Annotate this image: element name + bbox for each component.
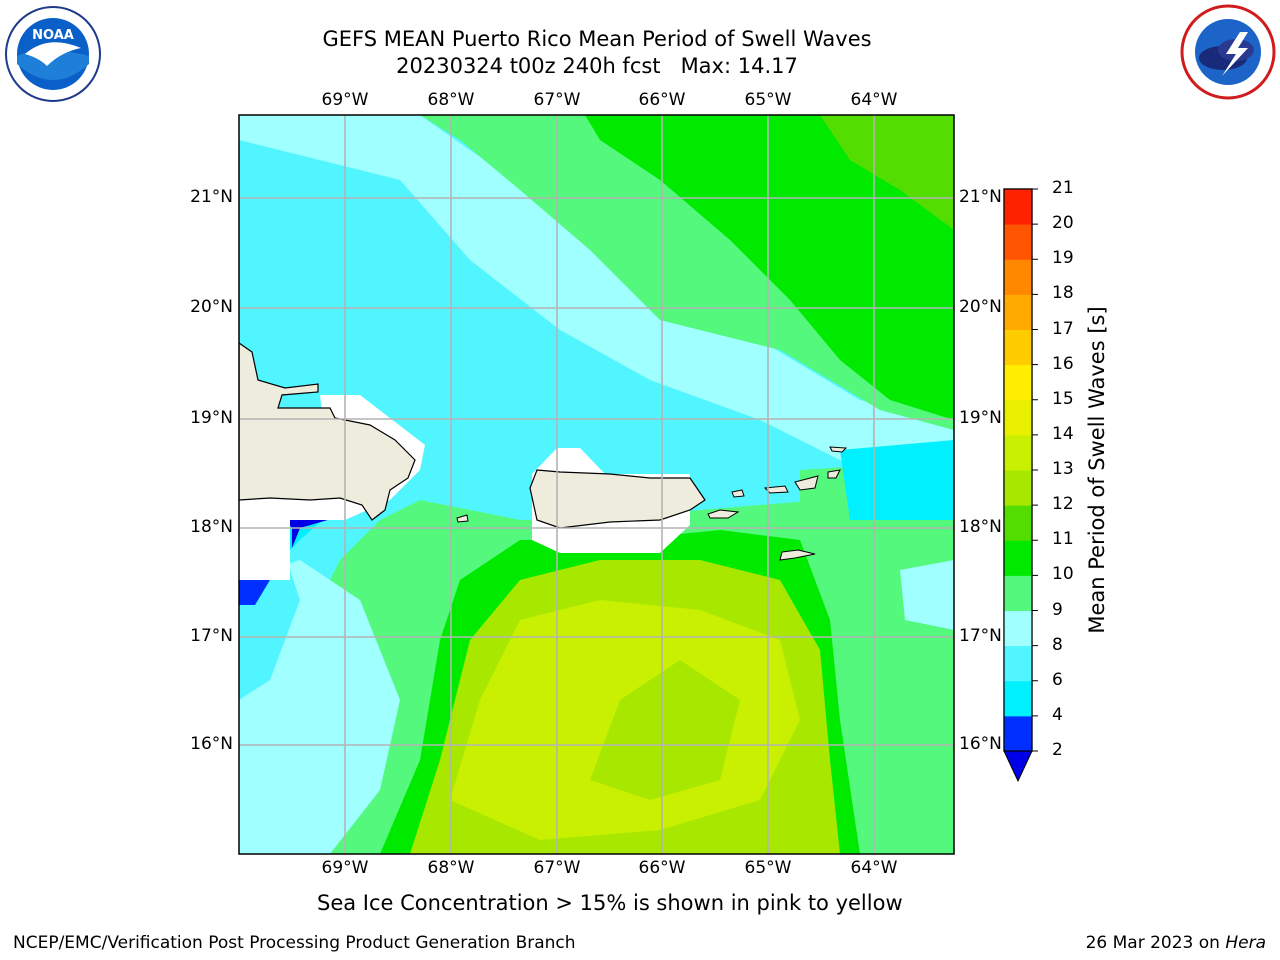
colorbar-tick-label: 20 [1052,213,1074,234]
colorbar-segment [1004,575,1032,611]
date-text: 26 Mar 2023 on Hera [1086,933,1266,953]
colorbar-tick-label: 13 [1052,459,1074,479]
lat-label-right: 18°N [959,517,1002,537]
lon-label-bottom: 68°W [427,858,475,878]
colorbar-extend-arrow [1003,750,1033,783]
colorbar-tick-label: 4 [1052,704,1063,725]
colorbar-segment [1004,610,1032,647]
nws-logo-icon [1178,2,1278,102]
colorbar-segment [1004,224,1032,260]
colorbar-segment [1004,329,1032,366]
credit-text: NCEP/EMC/Verification Post Processing Pr… [13,933,576,953]
lat-label-left: 17°N [190,626,233,646]
colorbar-segment [1004,540,1032,576]
sea-ice-note: Sea Ice Concentration > 15% is shown in … [317,891,903,915]
colorbar-segment [1004,434,1032,471]
lon-label-bottom: 67°W [533,858,581,878]
lon-label-bottom: 69°W [321,858,369,878]
colorbar-segment [1004,189,1032,225]
colorbar-tick-label: 12 [1052,494,1074,515]
noaa-logo-icon: NOAA [3,4,103,104]
colorbar-segment [1004,505,1032,541]
lat-label-right: 17°N [959,626,1002,646]
lon-label-top: 64°W [850,90,898,110]
lat-label-left: 16°N [190,734,233,754]
lon-label-top: 68°W [427,90,475,110]
lat-label-left: 19°N [190,408,233,428]
noaa-text: NOAA [32,28,74,43]
colorbar-segment [1004,364,1032,401]
machine-name: Hera [1225,933,1266,953]
colorbar-tick-label: 6 [1052,669,1063,690]
colorbar-tick-label: 9 [1052,599,1063,620]
lat-label-left: 21°N [190,187,233,207]
lat-label-right: 16°N [959,734,1002,754]
colorbar-segment [1004,294,1032,330]
colorbar-label: Mean Period of Swell Waves [s] [1085,306,1109,634]
colorbar-tick-label: 17 [1052,318,1074,339]
lon-label-bottom: 64°W [850,858,898,878]
colorbar-tick-label: 19 [1052,248,1074,269]
map-frame [238,114,955,855]
colorbar-segment [1004,680,1032,717]
chart-subtitle: 20230324 t00z 240h fcst Max: 14.17 [396,54,798,78]
lon-label-top: 65°W [744,90,792,110]
colorbar-segment [1004,399,1032,436]
lat-label-left: 18°N [190,517,233,537]
lat-label-right: 19°N [959,408,1002,428]
colorbar-tick-label: 18 [1052,283,1074,304]
lat-label-right: 20°N [959,297,1002,317]
colorbar-tick-label: 8 [1052,634,1063,655]
lon-label-top: 66°W [638,90,686,110]
colorbar-segment [1004,645,1032,682]
lon-label-top: 67°W [533,90,581,110]
map-grid [239,115,954,854]
colorbar-tick-label: 21 [1052,178,1074,198]
lat-label-right: 21°N [959,187,1002,207]
colorbar-tick-label: 16 [1052,353,1074,374]
colorbar-segment [1004,715,1032,752]
date-value: 26 Mar 2023 on [1085,933,1226,953]
swell-period-field [239,115,954,854]
colorbar-tick-label: 15 [1052,388,1074,409]
chart-title: GEFS MEAN Puerto Rico Mean Period of Swe… [322,27,872,51]
colorbar-tick-label: 2 [1052,740,1063,760]
lon-label-top: 69°W [321,90,369,110]
lat-label-left: 20°N [190,297,233,317]
colorbar-segment [1004,259,1032,295]
colorbar-tick-label: 11 [1052,529,1074,550]
colorbar-tick-label: 14 [1052,423,1074,444]
lon-label-bottom: 66°W [638,858,686,878]
colorbar-tick-label: 10 [1052,564,1074,585]
lon-label-bottom: 65°W [744,858,792,878]
colorbar-segment [1004,470,1032,506]
